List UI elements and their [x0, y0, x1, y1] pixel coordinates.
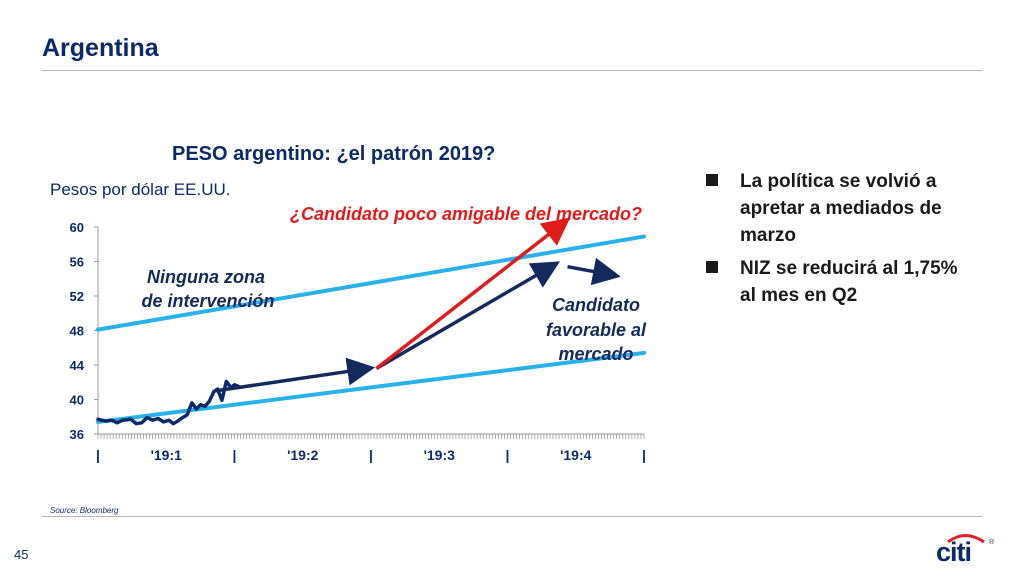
bullet-list: La política se volvió a apretar a mediad… — [706, 168, 976, 315]
logo-registered-mark: ® — [989, 539, 995, 546]
title-divider — [42, 70, 982, 71]
navy-trend-arrow — [375, 261, 560, 370]
annotation-friendly-candidate-1: Candidato — [552, 295, 640, 315]
annotation-no-intervention-2: de intervención — [141, 291, 274, 311]
red-trend-arrow — [375, 217, 571, 370]
citi-logo: citi ® — [936, 531, 998, 567]
x-tick-label: '19:3 — [424, 447, 456, 463]
x-tick-label: | — [369, 447, 373, 463]
annotation-unfriendly-candidate: ¿Candidato poco amigable del mercado? — [290, 204, 642, 224]
y-tick-label: 48 — [70, 324, 84, 339]
page-number: 45 — [14, 547, 29, 562]
annotation-friendly-candidate-2: favorable al — [546, 320, 647, 340]
x-tick-label: | — [642, 447, 646, 463]
bullet-square-icon — [706, 261, 718, 273]
bullet-item: NIZ se reducirá al 1,75% al mes en Q2 — [706, 255, 976, 309]
x-tick-label: '19:2 — [287, 447, 319, 463]
y-axis-caption: Pesos por dólar EE.UU. — [50, 180, 231, 199]
x-tick-label: '19:1 — [151, 447, 183, 463]
bullet-text: NIZ se reducirá al 1,75% al mes en Q2 — [740, 258, 958, 306]
x-tick-label: '19:4 — [560, 447, 592, 463]
footer-divider — [42, 516, 982, 517]
bullet-text: La política se volvió a apretar a mediad… — [740, 171, 942, 246]
logo-arc-icon — [947, 534, 985, 543]
y-tick-label: 36 — [70, 427, 84, 442]
source-note: Source: Bloomberg — [50, 506, 119, 515]
channel-line-upper — [96, 234, 646, 332]
chart-title: PESO argentino: ¿el patrón 2019? — [172, 143, 496, 165]
x-axis-minor-ticks — [97, 434, 645, 439]
navy-trend-arrow — [215, 357, 376, 393]
x-tick-label: | — [506, 447, 510, 463]
y-tick-label: 52 — [70, 289, 84, 304]
bullet-square-icon — [706, 174, 718, 186]
annotation-no-intervention-1: Ninguna zona — [147, 267, 265, 287]
slide-title: Argentina — [42, 34, 159, 62]
series-line — [96, 379, 241, 426]
x-tick-label: | — [96, 447, 100, 463]
bullet-item: La política se volvió a apretar a mediad… — [706, 168, 976, 249]
y-tick-label: 56 — [70, 255, 84, 270]
x-tick-label: | — [233, 447, 237, 463]
y-tick-label: 60 — [70, 220, 84, 235]
annotation-friendly-candidate-3: mercado — [558, 344, 633, 364]
y-tick-label: 44 — [70, 358, 85, 373]
logo-text: citi — [936, 537, 972, 567]
y-tick-label: 40 — [70, 393, 84, 408]
navy-trend-arrow — [567, 257, 621, 286]
